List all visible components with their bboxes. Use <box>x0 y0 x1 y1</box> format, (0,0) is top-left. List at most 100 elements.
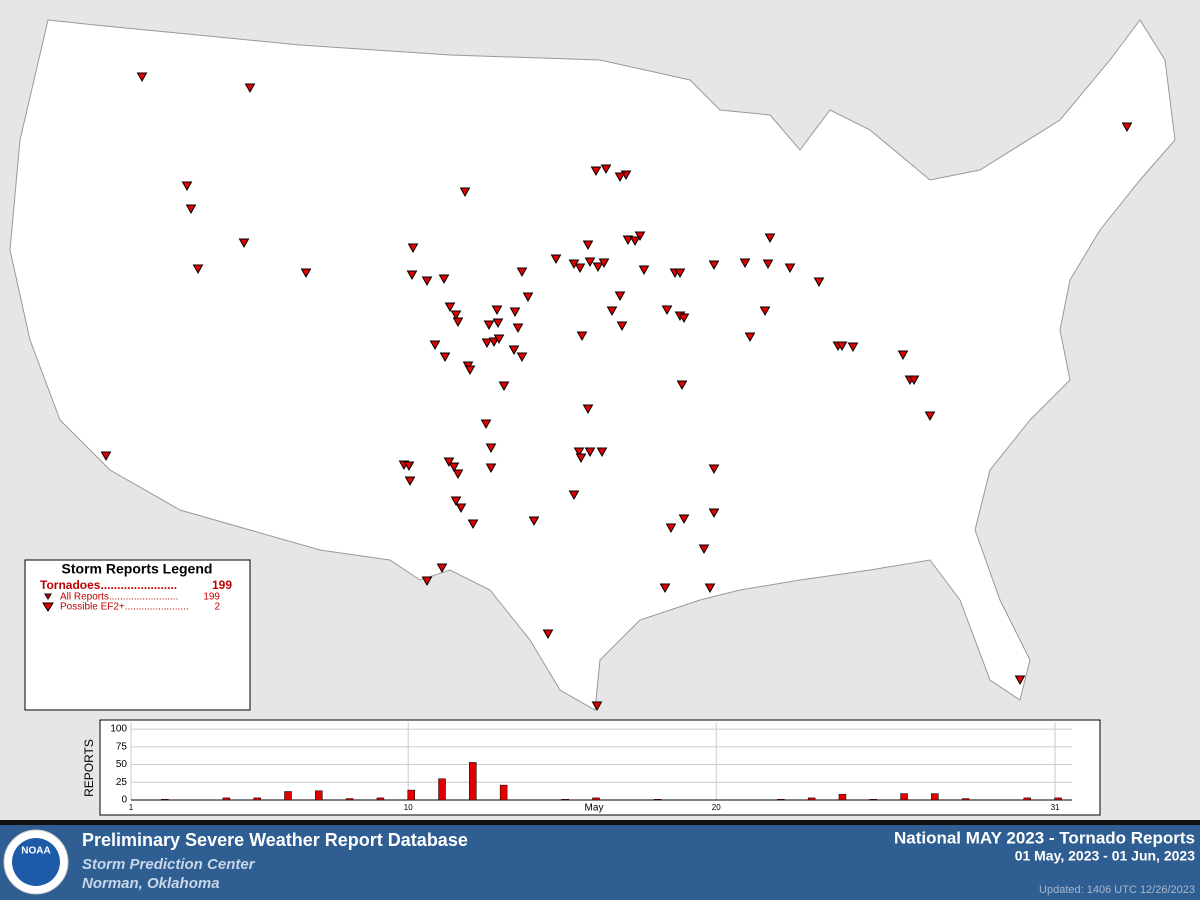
tornado-marker <box>509 307 521 318</box>
tornado-marker <box>516 267 528 278</box>
tornado-marker <box>404 476 416 487</box>
tornado-marker <box>698 544 710 555</box>
chart-box <box>99 719 1101 816</box>
tornado-marker <box>606 306 618 317</box>
legend-box <box>24 559 251 711</box>
tornado-marker <box>421 276 433 287</box>
bar <box>900 793 908 801</box>
tornado-marker <box>498 381 510 392</box>
tornado-marker <box>452 469 464 480</box>
x-tick-label: 31 <box>1051 803 1060 812</box>
tornado-marker <box>485 443 497 454</box>
tornado-marker <box>762 259 774 270</box>
bar <box>807 797 816 801</box>
bar <box>838 794 847 801</box>
tornado-marker <box>480 419 492 430</box>
tornado-marker <box>550 254 562 265</box>
tornado-marker <box>708 260 720 271</box>
logo-text: NOAA <box>21 846 50 857</box>
tornado-marker <box>629 236 641 247</box>
bar <box>469 762 477 801</box>
bar <box>376 797 385 801</box>
tornado-marker <box>584 257 596 268</box>
tornado-marker <box>592 262 604 273</box>
tornado-marker <box>590 166 602 177</box>
tornado-marker <box>598 258 610 269</box>
legend-label: Tornadoes....................... <box>40 578 177 592</box>
legend-count: 2 <box>214 602 220 613</box>
tornado-marker <box>493 334 505 345</box>
tornado-marker <box>638 265 650 276</box>
bar <box>592 797 600 801</box>
tornado-marker <box>600 164 612 175</box>
report-title: National MAY 2023 - Tornado Reports <box>894 828 1195 847</box>
tornado-marker <box>634 231 646 242</box>
tornado-marker <box>491 305 503 316</box>
tornado-marker <box>136 72 148 83</box>
tornado-marker <box>584 447 596 458</box>
bar <box>777 799 785 801</box>
tornado-marker <box>674 268 686 279</box>
bar <box>345 798 354 801</box>
tornado-marker <box>467 519 479 530</box>
y-tick-label: 0 <box>121 795 127 806</box>
tornado-marker <box>784 263 796 274</box>
bar <box>1054 797 1062 801</box>
tornado-marker <box>678 313 690 324</box>
tornado-marker <box>238 238 250 249</box>
tornado-marker <box>574 263 586 274</box>
x-tick-label: 20 <box>712 803 721 812</box>
tornado-marker <box>573 447 585 458</box>
us-map <box>9 19 1176 711</box>
tornado-marker <box>614 291 626 302</box>
tornado-marker <box>459 187 471 198</box>
y-axis-label: REPORTS <box>82 739 96 797</box>
tornado-marker <box>614 172 626 183</box>
tornado-marker <box>464 365 476 376</box>
tornado-marker <box>847 342 859 353</box>
tornado-marker <box>443 457 455 468</box>
tornado-marker <box>516 352 528 363</box>
legend-label: Possible EF2+....................... <box>60 602 189 613</box>
tornado-marker <box>492 318 504 329</box>
tornado-marker <box>421 576 433 587</box>
y-tick-label: 25 <box>116 777 128 788</box>
y-tick-label: 100 <box>110 724 127 735</box>
logo-inner <box>12 838 60 886</box>
tornado-marker <box>481 338 493 349</box>
x-tick-label: 10 <box>404 803 413 812</box>
legend-count: 199 <box>203 592 220 603</box>
tornado-marker <box>576 331 588 342</box>
bar <box>315 790 323 801</box>
tornado-marker <box>512 323 524 334</box>
tornado-marker <box>542 629 554 640</box>
tornado-marker <box>407 243 419 254</box>
bar <box>961 798 970 801</box>
report-range: 01 May, 2023 - 01 Jun, 2023 <box>1015 848 1196 864</box>
tornado-marker <box>406 270 418 281</box>
tornado-marker <box>185 204 197 215</box>
footer-org: Storm Prediction Center <box>82 856 256 873</box>
tornado-marker <box>300 268 312 279</box>
tornado-marker <box>403 461 415 472</box>
updated: Updated: 1406 UTC 12/26/2023 <box>1039 884 1195 896</box>
bar <box>222 797 231 801</box>
tornado-marker <box>708 508 720 519</box>
bar <box>499 784 508 801</box>
tornado-marker <box>485 463 497 474</box>
legend-label: All Reports......................... <box>60 592 178 603</box>
bar <box>407 789 415 801</box>
bar <box>253 797 261 801</box>
tornado-marker <box>704 583 716 594</box>
y-tick-label: 50 <box>116 759 128 770</box>
tornado-marker <box>764 233 776 244</box>
tornado-marker <box>438 274 450 285</box>
tornado-marker <box>436 563 448 574</box>
tornado-marker <box>488 337 500 348</box>
x-axis-label: May <box>585 803 604 814</box>
tornado-marker <box>924 411 936 422</box>
x-tick-label: 1 <box>129 803 134 812</box>
tornado-marker <box>429 340 441 351</box>
